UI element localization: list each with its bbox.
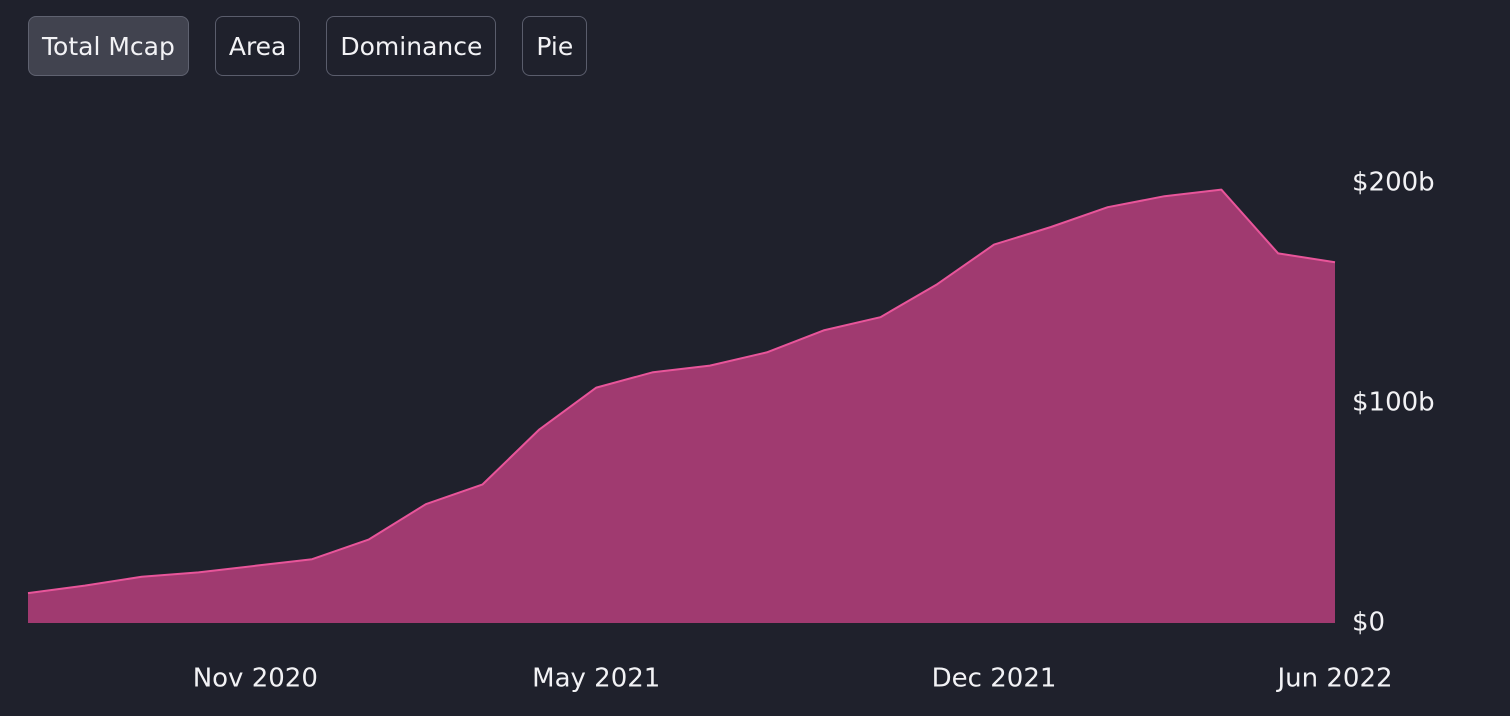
- area-line: [27, 188, 1336, 595]
- y-tick-label: $200b: [1352, 168, 1435, 198]
- y-tick-label: $0: [1352, 608, 1385, 638]
- chart-tabs: Total Mcap Area Dominance Pie: [28, 16, 588, 76]
- chart-tab[interactable]: Total Mcap: [28, 16, 189, 76]
- chart-tab[interactable]: Area: [214, 16, 301, 76]
- chart-tab[interactable]: Dominance: [326, 16, 497, 76]
- area-fill: [28, 189, 1335, 623]
- x-tick-label: Dec 2021: [932, 664, 1057, 694]
- x-tick-label: Jun 2022: [1275, 664, 1392, 694]
- x-tick-label: May 2021: [532, 664, 660, 694]
- y-tick-label: $100b: [1352, 388, 1435, 418]
- x-tick-label: Nov 2020: [193, 664, 318, 694]
- chart-tab[interactable]: Pie: [522, 16, 588, 76]
